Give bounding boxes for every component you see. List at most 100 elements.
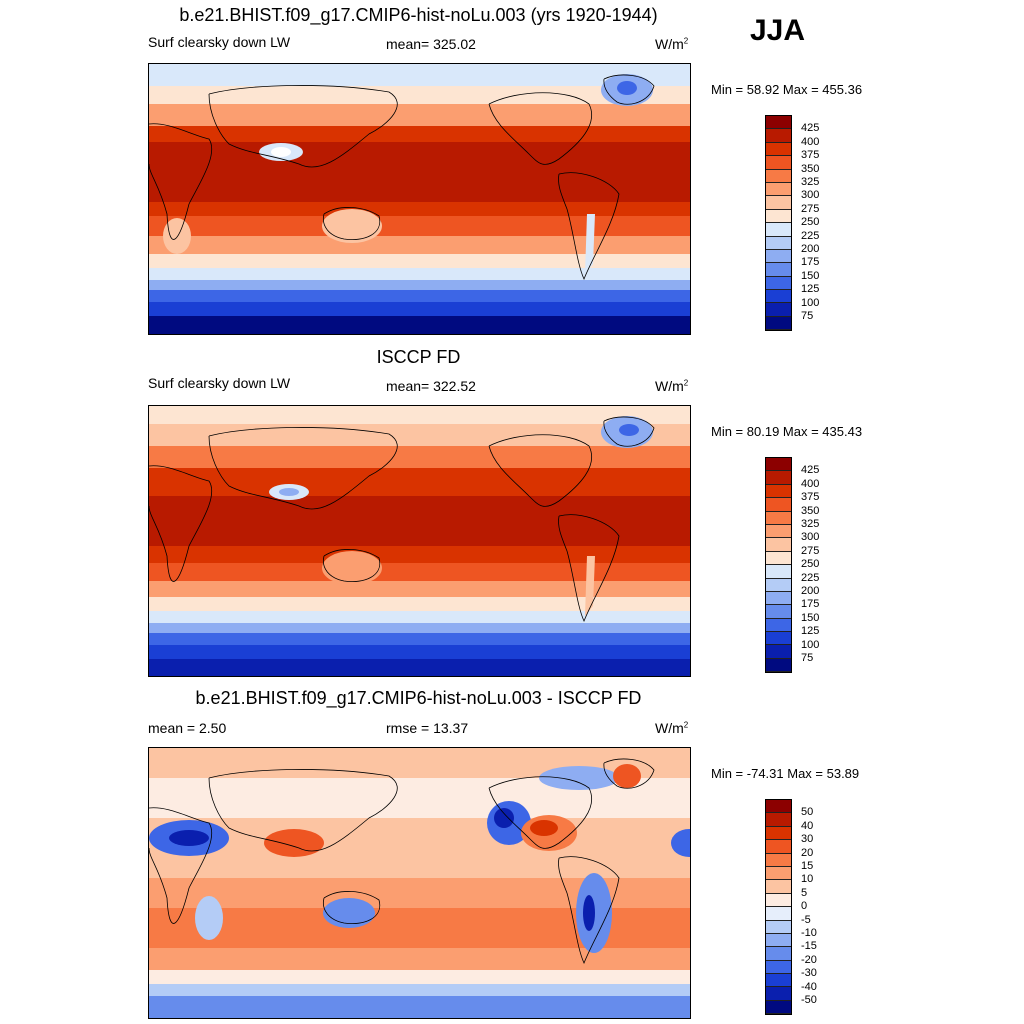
panel2-units: W/m2 [655, 378, 689, 394]
panel1-colorbar-tick-label: 225 [801, 229, 820, 242]
panel2-colorbar-tick-label: 100 [801, 638, 820, 651]
panel1-colorbar-swatch [766, 263, 791, 277]
panel1-mean-label: mean= 325.02 [386, 36, 476, 52]
panel2-colorbar-tick-label: 75 [801, 652, 814, 664]
panel2-colorbar-swatch [766, 484, 791, 499]
panel3-colorbar-swatch [766, 880, 791, 894]
panel2-colorbar-swatch [766, 511, 791, 525]
panel3-colorbar-swatch [766, 800, 791, 814]
panel2-colorbar-swatch [766, 538, 791, 552]
panel2-colorbar-swatch [766, 471, 791, 485]
panel3-colorbar-swatch [766, 974, 791, 988]
panel3-colorbar-tick-label: 40 [801, 819, 814, 832]
panel3-rmse-label: rmse = 13.37 [386, 720, 469, 736]
panel3-colorbar-tick-label: -40 [801, 980, 817, 993]
panel3-colorbar-swatch [766, 866, 791, 881]
panel1-colorbar-swatch [766, 116, 791, 130]
panel3-colorbar-swatch [766, 960, 791, 975]
panel2-colorbar-tick-label: 425 [801, 464, 820, 477]
panel2-colorbar-swatch [766, 658, 791, 673]
panel2-colorbar-swatch [766, 645, 791, 659]
panel1-colorbar-tick-label: 125 [801, 283, 820, 296]
panel2-colorbar-tick-label: 325 [801, 518, 820, 530]
panel1-colorbar [765, 115, 792, 332]
panel1-units: W/m2 [655, 36, 689, 52]
panel2-colorbar-tick-label: 300 [801, 531, 820, 544]
panel3-minmax: Min = -74.31 Max = 53.89 [711, 766, 860, 781]
panel1-colorbar-tick-label: 400 [801, 135, 820, 148]
panel1-title: b.e21.BHIST.f09_g17.CMIP6-hist-noLu.003 … [179, 5, 658, 25]
panel2-colorbar-swatch [766, 458, 791, 472]
panel3-units: W/m2 [655, 720, 689, 736]
panel2-colorbar-swatch [766, 618, 791, 633]
panel2-colorbar-swatch [766, 498, 791, 512]
panel3-colorbar-swatch [766, 907, 791, 921]
panel3-colorbar-swatch [766, 826, 791, 841]
panel2-colorbar-swatch [766, 524, 791, 539]
panel3-colorbar-tick-label: 10 [801, 873, 814, 886]
panel2-colorbar-swatch [766, 591, 791, 606]
panel2-minmax: Min = 80.19 Max = 435.43 [711, 424, 863, 439]
panel1-colorbar-tick-label: 200 [801, 243, 820, 255]
panel2-colorbar-swatch [766, 565, 791, 579]
panel2-title: ISCCP FD [376, 347, 461, 367]
season-label: JJA [750, 14, 806, 47]
panel3-colorbar-tick-label: -30 [801, 967, 817, 980]
panel3-colorbar-tick-label: -50 [801, 994, 817, 1006]
panel2-colorbar-swatch [766, 632, 791, 646]
panel2-colorbar-tick-label: 175 [801, 598, 820, 611]
panel3-colorbar-swatch [766, 813, 791, 827]
panel1-colorbar-swatch [766, 316, 791, 331]
panel1-colorbar-tick-label: 250 [801, 216, 820, 229]
panel3-colorbar-tick-label: -15 [801, 940, 817, 953]
panel2-colorbar [765, 457, 792, 674]
panel2-colorbar-tick-label: 375 [801, 491, 820, 504]
panel1-map [148, 63, 691, 335]
panel1-colorbar-swatch [766, 303, 791, 317]
panel2-mean-label: mean= 322.52 [386, 378, 476, 394]
panel3-colorbar-tick-label: 20 [801, 846, 814, 859]
panel1-colorbar-tick-label: 275 [801, 202, 820, 215]
panel3-colorbar [765, 799, 792, 1016]
panel1-colorbar-tick-label: 350 [801, 162, 820, 175]
panel1-colorbar-swatch [766, 209, 791, 224]
panel1-colorbar-swatch [766, 142, 791, 157]
panel3-colorbar-tick-label: -5 [801, 913, 811, 926]
panel3-colorbar-swatch [766, 1000, 791, 1015]
panel3-colorbar-swatch [766, 933, 791, 948]
panel3-colorbar-swatch [766, 853, 791, 867]
panel3-colorbar-tick-label: 30 [801, 833, 814, 846]
panel3-colorbar-tick-label: -10 [801, 927, 817, 939]
panel1-colorbar-tick-label: 150 [801, 269, 820, 282]
panel1-colorbar-tick-label: 100 [801, 296, 820, 309]
panel2-colorbar-tick-label: 400 [801, 477, 820, 490]
panel3-colorbar-tick-label: 0 [801, 900, 808, 913]
panel1-colorbar-swatch [766, 223, 791, 237]
panel2-colorbar-tick-label: 225 [801, 571, 820, 584]
panel1-colorbar-tick-label: 425 [801, 122, 820, 135]
panel1-colorbar-swatch [766, 276, 791, 291]
panel1-colorbar-swatch [766, 290, 791, 304]
panel2-colorbar-swatch [766, 551, 791, 566]
panel2-variable-label: Surf clearsky down LW [148, 375, 291, 391]
panel3-colorbar-tick-label: 15 [801, 860, 814, 872]
panel1-minmax: Min = 58.92 Max = 455.36 [711, 82, 863, 97]
panel2-colorbar-tick-label: 250 [801, 558, 820, 571]
panel3-title: b.e21.BHIST.f09_g17.CMIP6-hist-noLu.003 … [195, 688, 642, 708]
panel3-map [148, 747, 691, 1019]
panel1-colorbar-swatch [766, 249, 791, 264]
panel2-colorbar-swatch [766, 578, 791, 592]
panel1-colorbar-tick-label: 75 [801, 310, 814, 322]
panel2-colorbar-tick-label: 350 [801, 504, 820, 517]
panel1-colorbar-swatch [766, 236, 791, 250]
panel3-colorbar-swatch [766, 893, 791, 908]
panel1-colorbar-swatch [766, 129, 791, 143]
panel3-colorbar-swatch [766, 947, 791, 961]
panel3-mean-label: mean = 2.50 [148, 720, 227, 736]
panel2-colorbar-tick-label: 125 [801, 625, 820, 638]
panel2-colorbar-swatch [766, 605, 791, 619]
panel1-colorbar-swatch [766, 196, 791, 210]
panel1-colorbar-swatch [766, 182, 791, 197]
panel1-colorbar-swatch [766, 156, 791, 170]
panel2-colorbar-tick-label: 200 [801, 585, 820, 597]
